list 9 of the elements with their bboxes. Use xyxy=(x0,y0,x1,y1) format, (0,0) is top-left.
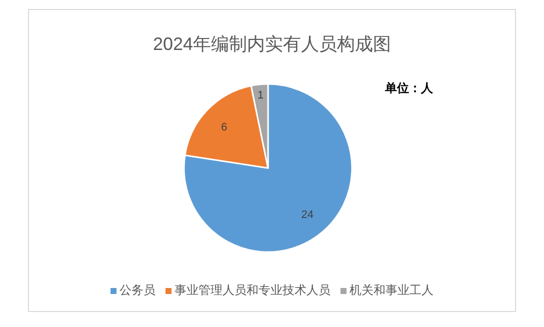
text: 单位：人 xyxy=(384,81,434,95)
data-label: 6 xyxy=(221,121,228,134)
data-label: 24 xyxy=(301,208,314,221)
legend-label: 机关和事业工人 xyxy=(350,283,434,297)
data-label: 1 xyxy=(257,89,264,102)
chart-title: 2024年编制内实有人员构成图 xyxy=(152,34,392,54)
pie-slice xyxy=(183,83,353,253)
legend-label: 事业管理人员和专业技术人员 xyxy=(174,283,330,297)
legend-label: 公务员 xyxy=(120,283,156,297)
